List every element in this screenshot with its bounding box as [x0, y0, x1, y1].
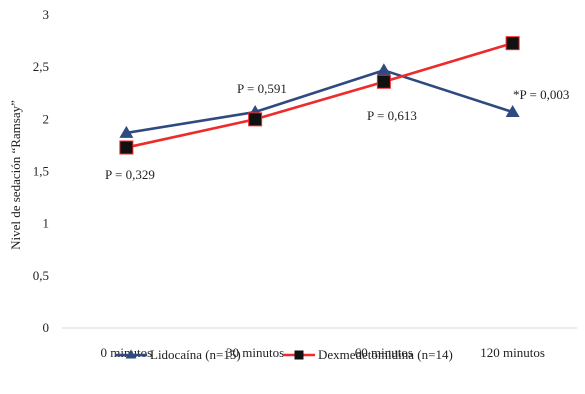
x-tick-label: 0 minutos — [101, 345, 153, 360]
data-point-triangle — [119, 125, 134, 138]
legend-item-lidocaina: Lidocaína (n=15) — [115, 347, 241, 362]
y-tick-label: 0 — [43, 320, 50, 335]
annotation-p-3: *P = 0,003 — [513, 87, 569, 102]
annotation-p-2: P = 0,613 — [367, 108, 417, 123]
y-axis-label: Nivel de sedación “Ramsay” — [8, 100, 23, 250]
data-point-square — [248, 112, 263, 127]
legend-label-lidocaina: Lidocaína (n=15) — [150, 347, 241, 362]
series-line-0 — [126, 69, 514, 135]
data-point-square — [505, 36, 520, 51]
y-tick-label: 0,5 — [33, 268, 49, 283]
data-point-triangle — [505, 105, 520, 118]
series-line-1 — [126, 41, 513, 149]
legend-triangle-icon — [125, 349, 137, 359]
data-point-triangle — [376, 63, 391, 76]
x-tick-label: 120 minutos — [480, 345, 545, 360]
x-tick-label: 30 minutos — [226, 345, 284, 360]
legend: Lidocaína (n=15) Dexmedetomidina (n=14) — [115, 347, 453, 362]
legend-label-dexmedetomidina: Dexmedetomidina (n=14) — [318, 347, 453, 362]
y-tick-label: 3 — [43, 7, 50, 22]
data-point-square — [376, 74, 391, 89]
annotation-p-0: P = 0,329 — [105, 167, 155, 182]
y-tick-label: 2,5 — [33, 59, 49, 74]
legend-item-dexmedetomidina: Dexmedetomidina (n=14) — [283, 347, 453, 362]
data-point-square — [119, 140, 134, 155]
x-tick-label: 60 minutos — [355, 345, 413, 360]
annotation-p-1: P = 0,591 — [237, 81, 287, 96]
y-tick-label: 2 — [43, 111, 50, 126]
y-tick-label: 1,5 — [33, 164, 49, 179]
y-tick-label: 1 — [43, 216, 50, 231]
legend-square-icon — [294, 350, 304, 360]
